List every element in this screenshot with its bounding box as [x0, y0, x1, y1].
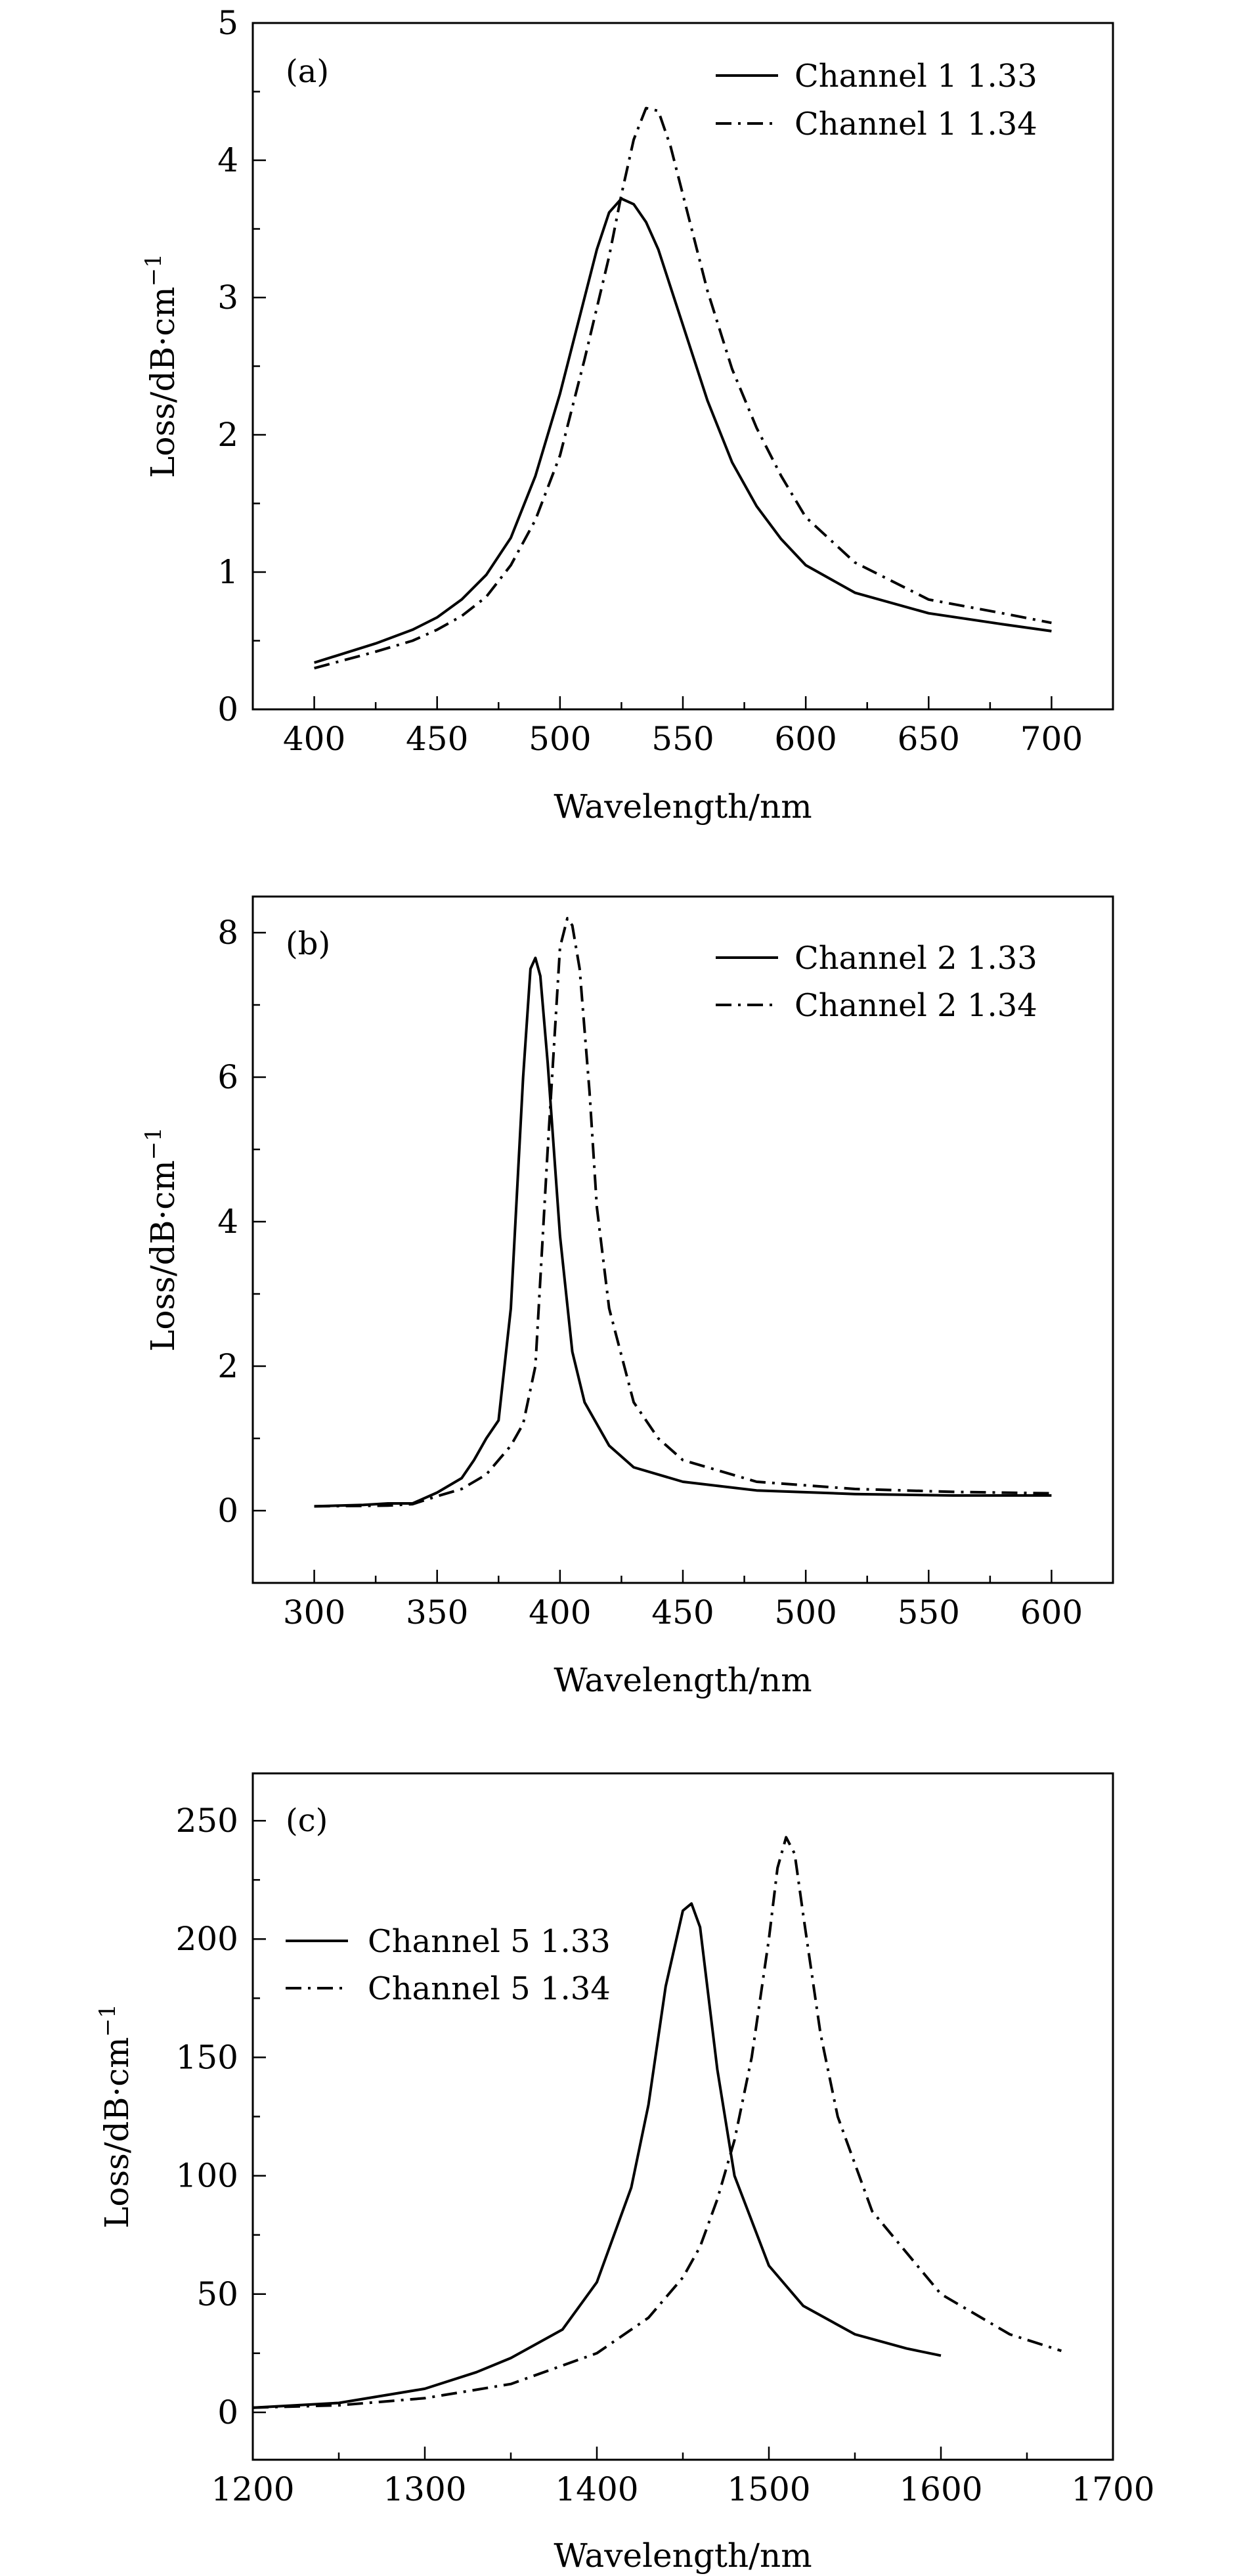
- panel-c-plot: [252, 1836, 1062, 2409]
- panel-a-x-tick-label: 500: [529, 720, 591, 758]
- panel-a-y-axis-title-main: Loss/dB·cm: [144, 286, 182, 478]
- panel-a-x-tick-label: 450: [406, 720, 468, 758]
- panel-a-x-tick-label: 600: [774, 720, 837, 758]
- panel-c-y-tick-label: 0: [217, 2393, 238, 2432]
- panel-a-x-tick-label: 700: [1020, 720, 1083, 758]
- panel-c-y-tick-label: 250: [176, 1802, 238, 1840]
- panel-b-y-axis-title: Loss/dB·cm−1: [141, 1127, 182, 1352]
- panel-b-legend: Channel 2 1.33 Channel 2 1.34: [716, 940, 1037, 1024]
- panel-c-x-tick-label: 1400: [555, 2470, 638, 2508]
- panel-b-y-tick-label: 4: [217, 1203, 238, 1241]
- panel-b: 300 350 400 450 500 550 600 0 2 4 6 8 (b) Wavelengt…: [141, 895, 1114, 1699]
- panel-c-y-axis-title-main: Loss/dB·cm: [98, 2037, 136, 2229]
- panel-c-legend-label-1: Channel 5 1.33: [368, 1923, 611, 1960]
- panel-b-x-tick-label: 300: [283, 1593, 345, 1632]
- panel-a-series-2-line: [314, 106, 1052, 670]
- panel-a-plot: [314, 106, 1052, 670]
- panel-a-y-tick-label: 2: [217, 416, 238, 454]
- panel-c: 1200 1300 1400 1500 1600 1700050100150200250 …: [95, 1772, 1155, 2575]
- panel-b-ticks: 300 350 400 450 500 550 600 0 2 4 6 8: [217, 914, 1114, 1632]
- panel-b-series-1-line: [314, 956, 1052, 1508]
- panel-b-legend-label-1: Channel 2 1.33: [795, 940, 1037, 977]
- panel-c-y-axis-title-sup: −1: [95, 2004, 121, 2037]
- panel-b-x-tick-label: 500: [774, 1593, 837, 1632]
- panel-b-y-axis-title-main: Loss/dB·cm: [144, 1160, 182, 1352]
- panel-c-y-tick-label: 50: [196, 2275, 238, 2313]
- panel-a-x-axis-title: Wavelength/nm: [554, 788, 812, 826]
- panel-c-y-tick-label: 100: [176, 2157, 238, 2195]
- panel-c-x-tick-label: 1200: [211, 2470, 294, 2508]
- panel-a-ticks: 400 450 500 550 600 650 700 0 1 2 3 4 5: [217, 4, 1114, 758]
- panel-c-tag: (c): [286, 1802, 328, 1839]
- panel-a: 400 450 500 550 600 650 700 0 1 2 3 4 5 (a) Waveleng…: [141, 4, 1114, 826]
- panel-b-y-tick-label: 2: [217, 1347, 238, 1385]
- panel-b-x-axis-title: Wavelength/nm: [554, 1661, 812, 1699]
- panel-c-x-tick-label: 1300: [383, 2470, 466, 2508]
- panel-c-x-tick-label: 1600: [899, 2470, 982, 2508]
- panel-c-x-tick-label: 1700: [1071, 2470, 1154, 2508]
- panel-a-tag: (a): [286, 53, 329, 90]
- panel-c-y-axis-title: Loss/dB·cm−1: [95, 2004, 136, 2229]
- panel-b-plot: [314, 917, 1052, 1508]
- panel-a-y-tick-label: 5: [217, 4, 238, 42]
- panel-a-y-tick-label: 0: [217, 690, 238, 728]
- panel-b-legend-label-2: Channel 2 1.34: [795, 987, 1037, 1024]
- panel-a-legend: Channel 1 1.33 Channel 1 1.34: [716, 58, 1037, 143]
- panel-b-x-tick-label: 550: [898, 1593, 960, 1632]
- panel-a-legend-label-1: Channel 1 1.33: [795, 58, 1037, 95]
- panel-a-y-axis-title-sup: −1: [141, 254, 167, 286]
- panel-c-legend-label-2: Channel 5 1.34: [368, 1970, 611, 2007]
- panel-a-x-tick-label: 400: [283, 720, 345, 758]
- panel-b-y-axis-title-sup: −1: [141, 1127, 167, 1160]
- panel-a-x-tick-label: 550: [651, 720, 714, 758]
- panel-a-y-tick-label: 3: [217, 278, 238, 317]
- panel-a-series-1-line: [314, 197, 1052, 664]
- panel-b-y-tick-label: 0: [217, 1492, 238, 1530]
- panel-a-y-axis-title: Loss/dB·cm−1: [141, 254, 182, 478]
- panel-c-x-tick-label: 1500: [727, 2470, 810, 2508]
- panel-b-x-tick-label: 600: [1020, 1593, 1083, 1632]
- panel-a-y-tick-label: 4: [217, 141, 238, 179]
- panel-b-tag: (b): [286, 925, 330, 962]
- panel-b-y-tick-label: 8: [217, 914, 238, 952]
- panel-b-x-tick-label: 450: [651, 1593, 714, 1632]
- panel-b-y-tick-label: 6: [217, 1058, 238, 1096]
- panel-c-frame: [251, 1772, 1114, 2461]
- panel-c-ticks: 1200 1300 1400 1500 1600 1700 0 50 100 150 200 250: [176, 1802, 1155, 2508]
- panel-a-x-tick-label: 650: [898, 720, 960, 758]
- panel-c-legend: Channel 5 1.33 Channel 5 1.34: [286, 1923, 611, 2007]
- panel-c-series-2-line: [252, 1836, 1062, 2409]
- panel-b-x-tick-label: 400: [529, 1593, 591, 1632]
- panel-c-y-tick-label: 200: [176, 1920, 238, 1958]
- panel-a-y-tick-label: 1: [217, 553, 238, 591]
- panel-b-x-tick-label: 350: [406, 1593, 468, 1632]
- panel-b-series-2-line: [314, 917, 1052, 1508]
- panel-a-legend-label-2: Channel 1 1.34: [795, 106, 1037, 143]
- panel-c-series-1-line: [252, 1902, 942, 2409]
- panel-c-x-axis-title: Wavelength/nm: [554, 2537, 812, 2575]
- panel-c-y-tick-label: 150: [176, 2038, 238, 2076]
